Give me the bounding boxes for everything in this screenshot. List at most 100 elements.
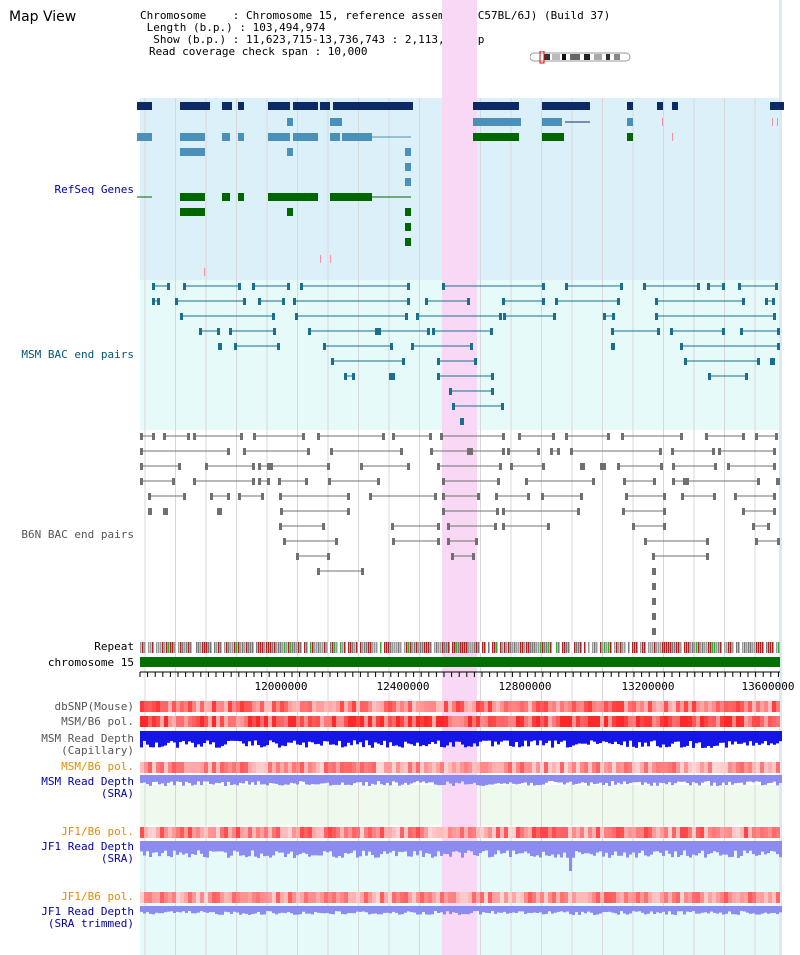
msm-depth-sra-sublabel: (SRA)	[100, 787, 134, 800]
depth-bar-msm-sra	[332, 775, 335, 785]
snp-density-cell	[708, 892, 712, 903]
snp-density-cell	[172, 892, 176, 903]
b6n-bac-pair-end	[140, 463, 143, 470]
snp-density-cell	[356, 762, 360, 773]
axis-tick-label: 12800000	[499, 680, 552, 693]
snp-density-cell	[548, 892, 552, 903]
repeat-block	[148, 642, 150, 653]
b6n-bac-pair-end	[653, 583, 656, 590]
depth-bar-msm-sra	[452, 775, 455, 786]
snp-density-cell	[620, 827, 624, 838]
depth-bar-msm-sra	[155, 775, 158, 782]
msm-bac-pair-end	[555, 298, 558, 305]
depth-bar-msm-sra	[731, 775, 734, 785]
repeat-block	[318, 642, 320, 653]
snp-density-cell	[484, 762, 488, 773]
repeat-block	[338, 642, 340, 653]
msm-bac-pair-end	[411, 343, 414, 350]
depth-bar-capillary	[575, 731, 578, 745]
depth-bar-capillary	[308, 731, 311, 742]
msm-bac-pair-end	[777, 343, 780, 350]
snp-density-cell	[612, 762, 616, 773]
snp-density-cell	[424, 892, 428, 903]
depth-bar-capillary	[635, 731, 638, 748]
b6n-bac-pair-end	[205, 463, 208, 470]
snp-density-cell	[532, 892, 536, 903]
msm-bac-pair-end	[490, 328, 493, 335]
snp-density-cell	[748, 892, 752, 903]
snp-density-cell	[604, 762, 608, 773]
snp-density-cell	[416, 827, 420, 838]
snp-density-cell	[684, 762, 688, 773]
snp-density-cell	[656, 716, 660, 727]
depth-bar-jf1-sra	[725, 841, 728, 855]
depth-bar-msm-sra	[668, 775, 671, 783]
snp-density-cell	[356, 827, 360, 838]
repeat-block	[614, 642, 616, 653]
snp-density-cell	[396, 701, 400, 712]
depth-bar-msm-sra	[749, 775, 752, 782]
depth-bar-jf1-trimmed	[140, 906, 143, 912]
depth-bar-capillary	[530, 731, 533, 742]
depth-bar-jf1-trimmed	[746, 906, 749, 913]
snp-density-cell	[744, 762, 748, 773]
snp-density-cell	[204, 827, 208, 838]
snp-density-cell	[680, 762, 684, 773]
depth-bar-jf1-trimmed	[323, 906, 326, 914]
snp-density-cell	[456, 827, 460, 838]
snp-density-cell	[292, 892, 296, 903]
snp-density-cell	[196, 892, 200, 903]
snp-density-cell	[452, 892, 456, 903]
refseq-gene	[473, 133, 519, 141]
repeat-block	[340, 642, 342, 653]
jf1-depth-sra-sublabel: (SRA)	[100, 852, 134, 865]
snp-density-cell	[592, 701, 596, 712]
snp-density-cell	[496, 892, 500, 903]
repeat-block	[710, 642, 712, 653]
depth-bar-msm-sra	[365, 775, 368, 783]
snp-density-cell	[444, 827, 448, 838]
snp-density-cell	[148, 892, 152, 903]
depth-bar-jf1-trimmed	[608, 906, 611, 912]
repeat-block	[308, 642, 310, 653]
snp-density-cell	[260, 762, 264, 773]
depth-bar-msm-sra	[587, 775, 590, 786]
repeat-block	[578, 642, 580, 653]
repeat-block	[746, 642, 748, 653]
depth-bar-jf1-sra	[344, 841, 347, 854]
depth-bar-msm-sra	[542, 775, 545, 785]
depth-bar-jf1-sra	[563, 841, 566, 853]
depth-bar-msm-sra	[236, 775, 239, 786]
snp-density-cell	[252, 827, 256, 838]
msm-bac-pair-end	[680, 343, 683, 350]
refseq-gene	[405, 238, 411, 246]
depth-bar-jf1-trimmed	[230, 906, 233, 914]
depth-bar-msm-sra	[725, 775, 728, 786]
snp-density-cell	[476, 892, 480, 903]
snp-density-cell	[456, 716, 460, 727]
depth-bar-jf1-sra	[212, 841, 215, 852]
depth-bar-jf1-sra	[359, 841, 362, 857]
refseq-gene	[342, 133, 372, 141]
repeat-block	[314, 642, 316, 653]
snp-density-cell	[508, 892, 512, 903]
jf1-b6-pol-label-2: JF1/B6 pol.	[61, 890, 134, 903]
snp-density-cell	[464, 716, 468, 727]
snp-density-cell	[236, 716, 240, 727]
repeat-block	[278, 642, 280, 653]
msm-bac-pair-end	[643, 283, 646, 290]
repeat-block	[624, 642, 626, 653]
snp-density-cell	[264, 701, 268, 712]
snp-density-cell	[604, 701, 608, 712]
chromosome-ideogram[interactable]	[530, 51, 634, 65]
snp-density-cell	[140, 701, 144, 712]
refseq-gene	[627, 102, 633, 110]
depth-bar-jf1-trimmed	[620, 906, 623, 912]
depth-bar-jf1-trimmed	[404, 906, 407, 913]
depth-bar-msm-sra	[257, 775, 260, 782]
b6n-bac-pair-end	[653, 598, 656, 605]
msm-bac-pair-end	[501, 403, 504, 410]
depth-bar-capillary	[257, 731, 260, 746]
b6n-bac-pair-end	[777, 538, 780, 545]
